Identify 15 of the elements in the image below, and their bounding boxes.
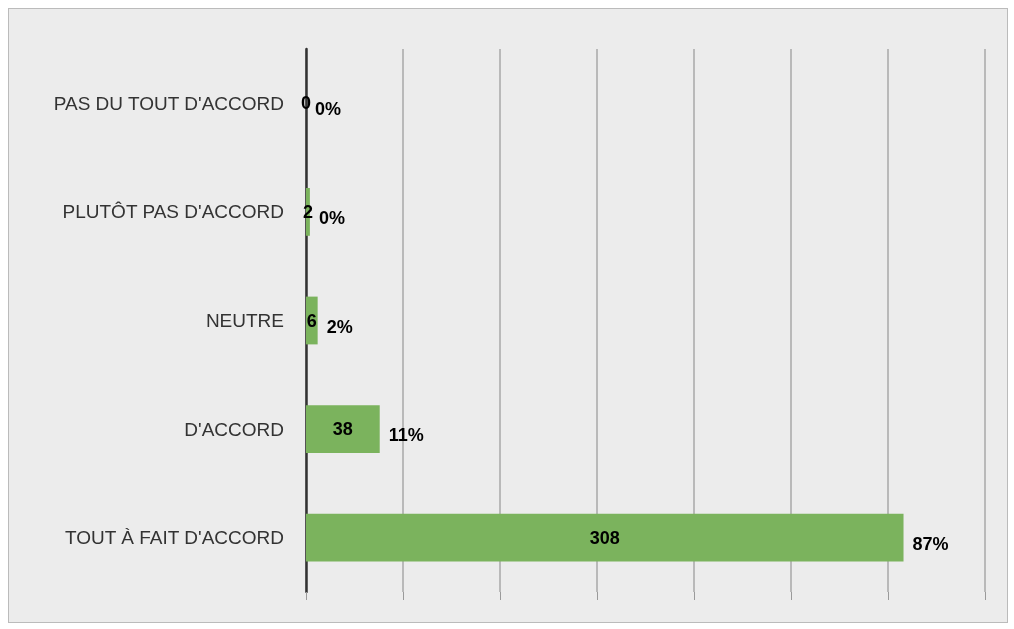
y-tick-label: PLUTÔT PAS D'ACCORD: [62, 201, 284, 223]
annotation: 0%: [315, 99, 342, 120]
annotation: 0%: [318, 207, 345, 228]
data-label: 6: [306, 310, 317, 331]
bar: [306, 405, 380, 453]
annotation: 2%: [326, 316, 353, 337]
y-tick-label: NEUTRE: [205, 310, 284, 331]
data-label: 38: [332, 419, 353, 440]
y-tick-label: D'ACCORD: [184, 418, 284, 440]
annotation: 87%: [912, 533, 949, 554]
y-tick-label: PAS DU TOUT D'ACCORD: [53, 92, 284, 114]
y-tick-label: TOUT À FAIT D'ACCORD: [65, 527, 284, 549]
data-label: 308: [589, 527, 620, 548]
annotation: 11%: [388, 425, 424, 446]
bar: [306, 513, 904, 562]
